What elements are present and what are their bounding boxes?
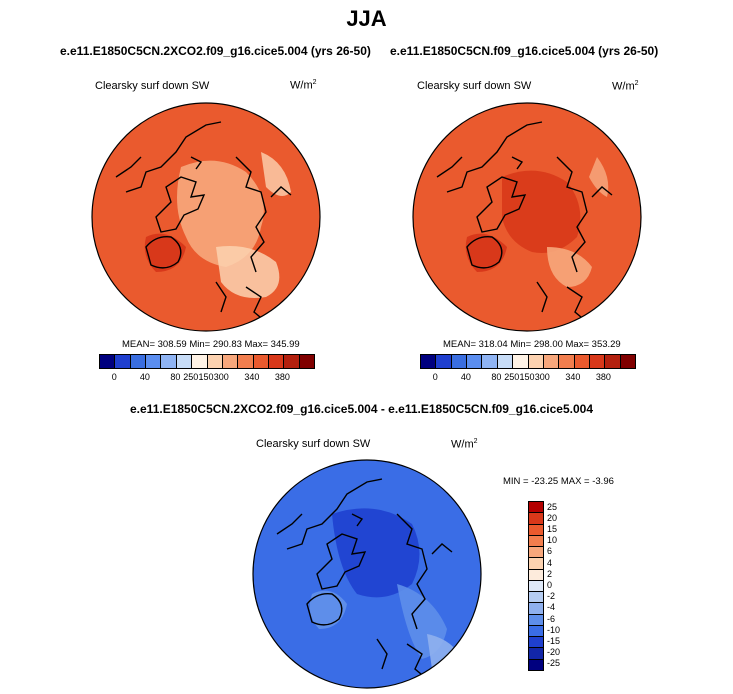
- colorbar-swatch: [130, 355, 147, 368]
- colorbar-tick-label: 0: [432, 372, 438, 382]
- colorbar-tick-label: 40: [460, 372, 471, 382]
- colorbar-swatch: [529, 513, 543, 525]
- colorbar-swatch: [451, 355, 468, 368]
- colorbar-swatch: [529, 558, 543, 570]
- colorbar-tick-label: 2: [547, 568, 553, 579]
- colorbar-swatch: [529, 547, 543, 559]
- colorbar-tick-label: 10: [547, 535, 558, 546]
- colorbar-tick-label: 250: [504, 372, 520, 382]
- panel1-colorbar-labels: 0 40 80 150 250 300 340 380: [99, 372, 313, 384]
- panel1-units: W/m2: [290, 79, 317, 92]
- colorbar-tick-label: -2: [547, 591, 556, 602]
- colorbar-swatch: [529, 648, 543, 660]
- colorbar-swatch: [268, 355, 285, 368]
- colorbar-swatch: [467, 355, 483, 368]
- panel1-case-title: e.e11.E1850C5CN.2XCO2.f09_g16.cice5.004 …: [60, 44, 371, 58]
- colorbar-tick-label: 40: [139, 372, 150, 382]
- colorbar-swatch: [529, 535, 543, 548]
- diff-stats: MIN = -23.25 MAX = -3.96: [503, 476, 614, 487]
- colorbar-tick-label: 300: [213, 372, 229, 382]
- colorbar-tick-label: -4: [547, 602, 556, 613]
- colorbar-swatch: [299, 355, 315, 368]
- diff-colorbar-labels: 25 20 15 10 6 4 2 0 -2 -4 -6 -10 -15 -20 -25: [547, 501, 577, 669]
- panel2-colorbar: [420, 354, 636, 369]
- panel1-colorbar: [99, 354, 315, 369]
- colorbar-tick-label: -10: [547, 624, 561, 635]
- colorbar-tick-label: 380: [595, 372, 611, 382]
- colorbar-swatch: [284, 355, 300, 368]
- diff-polar-map: [252, 459, 482, 689]
- colorbar-swatch: [100, 355, 116, 368]
- panel2-case-title: e.e11.E1850C5CN.f09_g16.cice5.004 (yrs 2…: [390, 44, 659, 58]
- colorbar-swatch: [529, 637, 543, 649]
- colorbar-tick-label: 0: [547, 580, 553, 590]
- colorbar-swatch: [605, 355, 621, 368]
- colorbar-swatch: [574, 355, 590, 368]
- colorbar-swatch: [497, 355, 514, 368]
- colorbar-swatch: [529, 603, 543, 615]
- panel1-polar-map: [91, 102, 321, 332]
- colorbar-swatch: [238, 355, 254, 368]
- panel1-stats: MEAN= 308.59 Min= 290.83 Max= 345.99: [122, 339, 300, 350]
- colorbar-swatch: [620, 355, 636, 368]
- colorbar-swatch: [559, 355, 575, 368]
- colorbar-swatch: [421, 355, 437, 368]
- colorbar-swatch: [482, 355, 498, 368]
- colorbar-tick-label: 0: [111, 372, 117, 382]
- colorbar-swatch: [543, 355, 560, 368]
- diff-variable-label: Clearsky surf down SW: [256, 438, 371, 450]
- colorbar-tick-label: 15: [547, 524, 558, 534]
- colorbar-tick-label: -15: [547, 636, 561, 646]
- colorbar-swatch: [529, 592, 543, 604]
- colorbar-swatch: [222, 355, 239, 368]
- colorbar-swatch: [207, 355, 223, 368]
- page-title: JJA: [346, 6, 387, 31]
- panel2-variable-label: Clearsky surf down SW: [417, 80, 532, 92]
- colorbar-swatch: [529, 569, 543, 581]
- panel2-units: W/m2: [612, 80, 639, 93]
- colorbar-tick-label: 150: [519, 372, 535, 382]
- colorbar-swatch: [589, 355, 606, 368]
- colorbar-swatch: [529, 659, 543, 670]
- colorbar-tick-label: 4: [547, 557, 553, 568]
- colorbar-tick-label: 80: [170, 372, 181, 382]
- panel2-stats: MEAN= 318.04 Min= 298.00 Max= 353.29: [443, 339, 621, 350]
- colorbar-tick-label: 20: [547, 512, 558, 523]
- colorbar-tick-label: -20: [547, 647, 561, 658]
- diff-colorbar: [528, 501, 544, 671]
- colorbar-tick-label: 340: [244, 372, 260, 382]
- colorbar-swatch: [529, 502, 543, 514]
- panel2-colorbar-labels: 0 40 80 150 250 300 340 380: [420, 372, 634, 384]
- colorbar-swatch: [529, 614, 543, 626]
- panel1-variable-label: Clearsky surf down SW: [95, 80, 210, 92]
- colorbar-tick-label: 150: [198, 372, 214, 382]
- diff-case-title: e.e11.E1850C5CN.2XCO2.f09_g16.cice5.004 …: [130, 402, 593, 416]
- colorbar-tick-label: 6: [547, 546, 553, 557]
- colorbar-swatch: [529, 524, 543, 536]
- colorbar-tick-label: 380: [274, 372, 290, 382]
- colorbar-swatch: [529, 580, 543, 593]
- colorbar-swatch: [192, 355, 208, 368]
- colorbar-swatch: [529, 625, 543, 638]
- colorbar-swatch: [528, 355, 544, 368]
- colorbar-swatch: [161, 355, 177, 368]
- colorbar-tick-label: 340: [565, 372, 581, 382]
- panel2-polar-map: [412, 102, 642, 332]
- colorbar-tick-label: -25: [547, 658, 561, 669]
- colorbar-swatch: [176, 355, 193, 368]
- colorbar-swatch: [513, 355, 529, 368]
- colorbar-tick-label: -6: [547, 613, 556, 624]
- colorbar-tick-label: 300: [534, 372, 550, 382]
- colorbar-tick-label: 25: [547, 501, 558, 512]
- colorbar-tick-label: 80: [491, 372, 502, 382]
- colorbar-swatch: [146, 355, 162, 368]
- colorbar-tick-label: 250: [183, 372, 199, 382]
- colorbar-swatch: [436, 355, 452, 368]
- colorbar-swatch: [253, 355, 269, 368]
- colorbar-swatch: [115, 355, 131, 368]
- diff-units: W/m2: [451, 438, 478, 451]
